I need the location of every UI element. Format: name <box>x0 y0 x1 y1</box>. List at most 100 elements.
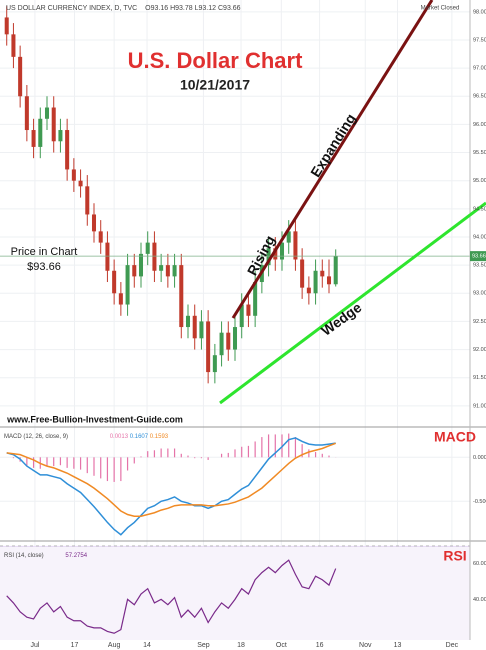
panel-legend: RSI (14, close) 57.2754 <box>4 553 88 559</box>
candle-body <box>306 287 311 294</box>
legend: RSI (14, close) <box>4 553 44 559</box>
candle-body <box>206 321 211 373</box>
histogram-bar <box>234 449 236 458</box>
symbol: US DOLLAR CURRENCY INDEX, D, TVC <box>6 5 137 12</box>
histogram-bar <box>274 434 276 458</box>
x-tick-label: Jul <box>30 642 39 649</box>
y-tick-label: 94.00 <box>473 234 486 240</box>
candle-body <box>185 315 191 328</box>
candle-body <box>112 270 117 294</box>
y-tick-label: 94.50 <box>473 206 486 212</box>
readout: 0.1607 <box>130 434 149 440</box>
candle-body <box>226 332 231 350</box>
header: US DOLLAR CURRENCY INDEX, D, TVC O93.16 … <box>6 5 241 12</box>
candle-body <box>98 231 103 243</box>
y-tick-label: 96.50 <box>473 94 486 100</box>
candle-body <box>38 118 43 147</box>
candle-body <box>91 214 97 232</box>
histogram-bar <box>12 457 15 459</box>
candle-body <box>31 130 36 147</box>
y-tick-label: 92.00 <box>473 347 486 353</box>
x-tick-label: Aug <box>108 642 121 649</box>
candle-body <box>273 248 278 260</box>
candle-body <box>71 169 76 181</box>
candle-body <box>313 270 318 294</box>
candle-body <box>172 265 177 277</box>
candle-body <box>293 231 298 260</box>
candle-body <box>219 332 224 356</box>
y-tick-label: -0.5000 <box>473 499 486 505</box>
price-tag <box>470 251 486 262</box>
histogram-bar <box>46 457 48 467</box>
histogram-bar <box>261 437 263 458</box>
x-tick-label: 18 <box>237 642 245 649</box>
readout: 0.1593 <box>150 434 169 440</box>
y-tick-label: 60.0000 <box>473 561 486 567</box>
candle-body <box>212 355 217 373</box>
histogram-bar <box>100 457 102 479</box>
candle-body <box>58 130 63 142</box>
candle-body <box>11 34 16 57</box>
histogram-bar <box>220 453 223 458</box>
histogram-bar <box>160 448 162 458</box>
y-tick-label: 93.50 <box>473 263 486 269</box>
x-tick-label: 14 <box>143 642 151 649</box>
y-tick-label: 95.50 <box>473 150 486 156</box>
x-tick-label: Nov <box>359 642 372 649</box>
rsi-line <box>6 559 337 634</box>
x-tick-label: Sep <box>197 642 210 649</box>
candle-body <box>118 293 123 305</box>
candle-body <box>132 265 137 277</box>
histogram-bar <box>32 457 35 468</box>
chart-subtitle: 10/21/2017 <box>180 77 250 93</box>
histogram-bar <box>153 450 156 458</box>
y-tick-label: 92.50 <box>473 319 486 325</box>
candle-body <box>85 186 90 215</box>
candle-body <box>320 270 325 277</box>
histogram-bar <box>86 457 88 474</box>
candle-body <box>279 242 285 260</box>
histogram-bar <box>120 457 122 482</box>
histogram-bar <box>53 457 55 467</box>
macd-line <box>6 437 336 536</box>
histogram-bar <box>294 437 297 458</box>
candle-body <box>199 321 204 339</box>
histogram-bar <box>26 457 28 467</box>
x-tick-label: 17 <box>71 642 79 649</box>
candle-body <box>266 248 271 266</box>
candle-body <box>246 304 251 316</box>
marks-layer <box>0 6 470 634</box>
x-tick-label: 13 <box>394 642 402 649</box>
macd-line <box>6 442 336 518</box>
y-tick-label: 91.00 <box>473 403 486 409</box>
x-tick-label: 16 <box>316 642 324 649</box>
candle-body <box>138 253 144 277</box>
histogram-bar <box>173 448 176 458</box>
candle-body <box>78 180 83 187</box>
readout: 57.2754 <box>65 553 87 559</box>
candle-body <box>51 107 56 142</box>
histogram-bar <box>308 449 310 458</box>
wedge-trendline <box>219 201 486 405</box>
histogram-bar <box>247 445 250 458</box>
panel-legend: MACD (12, 26, close, 9) 0.0013 0.1607 0.… <box>4 434 169 440</box>
histogram-bar <box>79 457 82 470</box>
ohlc-high: H93.78 <box>170 5 193 12</box>
histogram-bar <box>126 457 129 471</box>
histogram-bar <box>66 457 68 468</box>
histogram-bar <box>187 455 189 458</box>
panel-title: MACD <box>434 429 476 445</box>
histogram-bar <box>147 451 149 458</box>
candle-body <box>125 265 130 305</box>
candle-body <box>152 242 157 271</box>
market-status: Market Closed <box>421 6 460 12</box>
y-tick-label: 95.00 <box>473 178 486 184</box>
histogram-bar <box>328 455 330 458</box>
y-tick-label: 97.00 <box>473 66 486 72</box>
y-tick-label: 97.50 <box>473 37 486 43</box>
candle-body <box>165 265 170 277</box>
readout: 0.0013 <box>110 434 129 440</box>
candle-body <box>286 231 291 243</box>
candle-body <box>300 259 305 288</box>
